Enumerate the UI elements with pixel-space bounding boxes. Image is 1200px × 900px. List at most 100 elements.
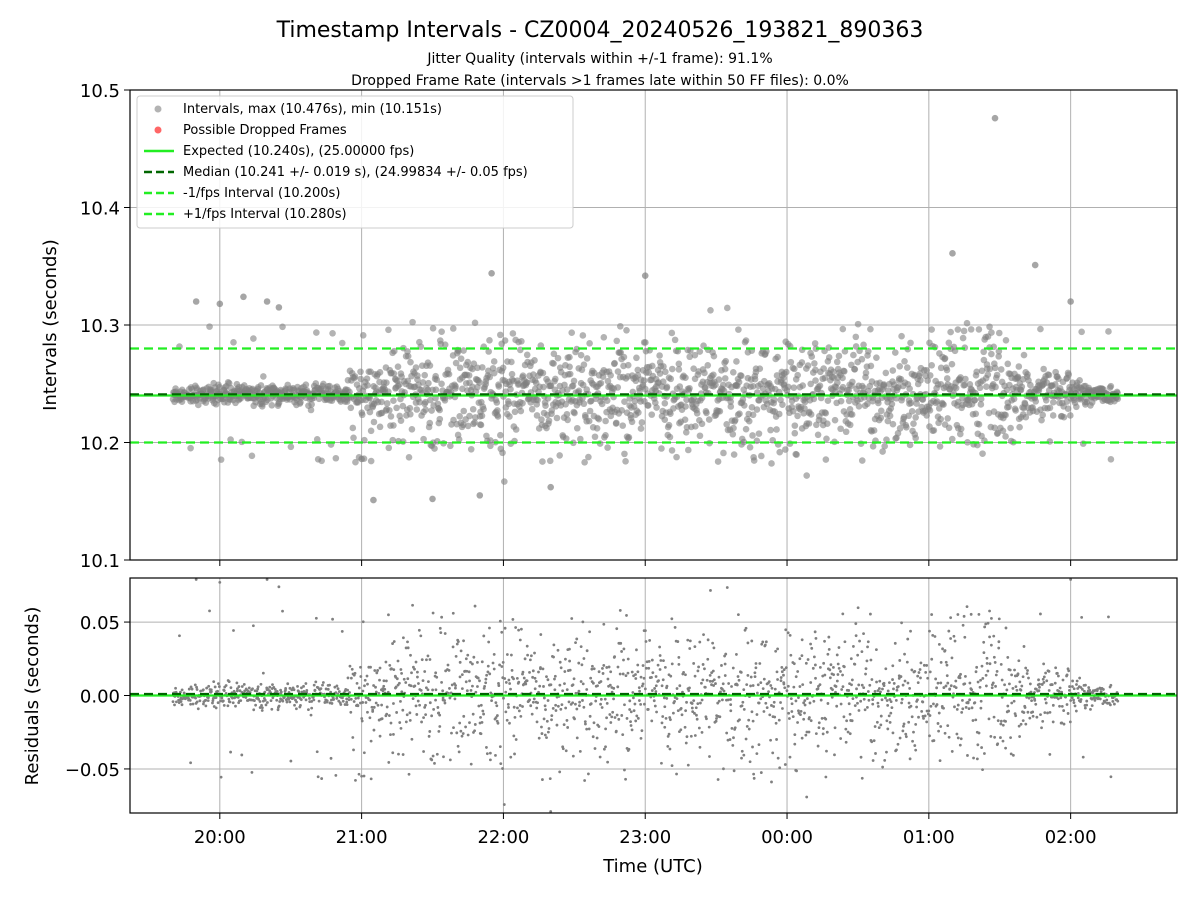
residual-point bbox=[851, 697, 855, 701]
residual-point bbox=[928, 670, 932, 674]
residual-point bbox=[343, 703, 347, 706]
residual-point bbox=[269, 699, 273, 703]
residual-point bbox=[907, 720, 911, 724]
residual-point bbox=[498, 663, 501, 667]
residual-point bbox=[482, 712, 485, 716]
interval-point bbox=[729, 369, 737, 376]
interval-point bbox=[539, 369, 547, 377]
interval-point bbox=[823, 435, 830, 443]
residual-point bbox=[592, 721, 596, 725]
residual-point bbox=[866, 690, 870, 693]
residual-point bbox=[1081, 755, 1085, 759]
residual-point bbox=[448, 758, 452, 762]
residual-point bbox=[273, 688, 277, 691]
interval-point bbox=[723, 304, 731, 312]
interval-point bbox=[941, 355, 949, 362]
residual-point bbox=[769, 684, 773, 687]
interval-point bbox=[1037, 325, 1044, 333]
residual-point bbox=[731, 666, 735, 670]
interval-point bbox=[880, 383, 888, 390]
residual-point bbox=[639, 736, 643, 740]
residual-point bbox=[729, 698, 732, 701]
residual-point bbox=[357, 686, 361, 690]
residual-point bbox=[281, 699, 285, 703]
residual-point bbox=[523, 657, 527, 661]
residual-point bbox=[307, 708, 310, 712]
residual-point bbox=[292, 696, 295, 700]
residual-point bbox=[742, 688, 746, 692]
interval-point bbox=[1007, 424, 1014, 432]
residual-point bbox=[671, 711, 675, 715]
residual-point bbox=[798, 657, 802, 661]
residual-point bbox=[727, 682, 731, 685]
residual-point bbox=[206, 699, 210, 703]
residual-point bbox=[1040, 683, 1044, 686]
residual-point bbox=[930, 613, 934, 616]
residual-point bbox=[207, 684, 211, 688]
residual-point bbox=[408, 711, 412, 715]
residual-point bbox=[665, 684, 669, 688]
interval-point bbox=[671, 336, 679, 344]
interval-point bbox=[352, 458, 359, 466]
residual-point bbox=[189, 761, 193, 765]
residual-point bbox=[1012, 699, 1016, 703]
residual-point bbox=[762, 710, 766, 713]
interval-point bbox=[731, 416, 739, 424]
residual-point bbox=[939, 681, 943, 685]
residual-point bbox=[506, 703, 510, 706]
residual-point bbox=[563, 682, 566, 686]
residual-outlier-point bbox=[360, 774, 364, 778]
residual-point bbox=[749, 675, 753, 679]
interval-point bbox=[338, 339, 346, 347]
residual-point bbox=[800, 654, 804, 658]
residual-point bbox=[1068, 688, 1071, 692]
residual-point bbox=[965, 605, 969, 609]
interval-point bbox=[486, 337, 493, 344]
residual-point bbox=[876, 704, 880, 708]
interval-point bbox=[739, 396, 747, 404]
residual-point bbox=[688, 639, 692, 643]
residual-point bbox=[451, 611, 455, 615]
interval-point bbox=[511, 408, 519, 416]
residual-point bbox=[795, 769, 798, 773]
residual-point bbox=[1085, 699, 1089, 703]
residual-point bbox=[938, 759, 942, 763]
interval-point bbox=[947, 328, 954, 336]
residual-point bbox=[834, 685, 838, 688]
interval-point bbox=[406, 404, 414, 412]
residual-point bbox=[932, 739, 936, 742]
residual-point bbox=[484, 681, 488, 685]
interval-point bbox=[864, 348, 872, 355]
residual-point bbox=[785, 689, 789, 693]
residual-point bbox=[1116, 699, 1120, 703]
residual-point bbox=[235, 681, 239, 685]
residual-point bbox=[880, 698, 884, 702]
residual-point bbox=[558, 660, 562, 664]
residual-point bbox=[653, 687, 657, 690]
residual-point bbox=[417, 682, 420, 685]
residual-point bbox=[859, 699, 863, 703]
residual-point bbox=[782, 673, 785, 677]
residual-point bbox=[478, 679, 481, 683]
residual-point bbox=[540, 732, 544, 735]
bottom-x-axis-label: Time (UTC) bbox=[602, 856, 703, 877]
residual-point bbox=[773, 715, 777, 719]
interval-point bbox=[712, 381, 719, 389]
residual-point bbox=[363, 684, 366, 688]
residual-point bbox=[658, 668, 662, 671]
residual-point bbox=[1008, 668, 1012, 672]
residual-point bbox=[972, 756, 975, 760]
residual-point bbox=[745, 724, 749, 728]
residual-point bbox=[456, 744, 460, 748]
interval-point bbox=[397, 417, 405, 424]
residual-point bbox=[204, 698, 208, 702]
residual-point bbox=[395, 677, 399, 681]
residual-point bbox=[387, 761, 391, 764]
residual-point bbox=[789, 697, 793, 701]
residual-point bbox=[330, 698, 333, 702]
residual-point bbox=[228, 700, 232, 704]
residual-point bbox=[878, 679, 882, 683]
interval-point bbox=[618, 406, 626, 414]
interval-point bbox=[889, 420, 897, 428]
residual-point bbox=[718, 715, 722, 719]
